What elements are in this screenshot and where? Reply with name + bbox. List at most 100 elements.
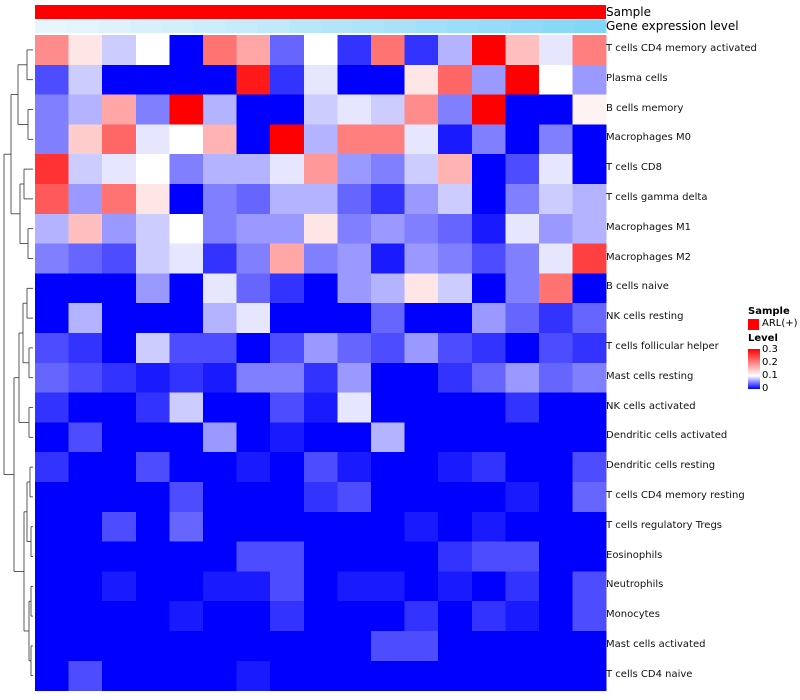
heatmap-cell [539, 571, 573, 602]
heatmap-cell [135, 64, 170, 95]
heatmap-cell [169, 213, 204, 244]
heatmap-cell [236, 601, 271, 632]
heatmap-cell [337, 184, 372, 215]
heatmap-cell [404, 631, 439, 662]
heatmap-cell [572, 303, 607, 334]
heatmap-cell [505, 482, 540, 513]
heatmap-cell [337, 482, 372, 513]
heatmap-cell [135, 94, 170, 125]
heatmap-cell [572, 571, 607, 602]
heatmap-cell [203, 303, 237, 334]
heatmap-cell [236, 154, 271, 185]
heatmap-cell [270, 213, 305, 244]
heatmap-cell [303, 482, 338, 513]
heatmap-cell [371, 631, 405, 662]
heatmap-cell [371, 154, 405, 185]
heatmap-cell [236, 333, 271, 364]
heatmap-cell [35, 482, 69, 513]
heatmap-cell [337, 64, 372, 95]
heatmap-cell [572, 482, 607, 513]
row-label: B cells memory [606, 102, 684, 114]
heatmap-cell [203, 333, 237, 364]
heatmap-cell [471, 333, 506, 364]
heatmap-cell [539, 243, 573, 274]
heatmap-cell [438, 35, 473, 66]
heatmap-cell [135, 511, 170, 542]
expression-annotation-cell [320, 20, 353, 33]
heatmap-cell [505, 35, 540, 66]
heatmap-cell [169, 511, 204, 542]
heatmap-cell [572, 213, 607, 244]
heatmap-cell [35, 452, 69, 483]
expression-annotation-cell [479, 20, 512, 33]
row-label: B cells naive [606, 281, 669, 293]
heatmap-cell [203, 511, 237, 542]
heatmap-cell [303, 660, 338, 691]
heatmap-cell [404, 571, 439, 602]
expression-annotation-cell [447, 20, 480, 33]
heatmap-cell [404, 482, 439, 513]
heatmap-cell [572, 541, 607, 572]
heatmap-cell [539, 333, 573, 364]
heatmap-cell [135, 571, 170, 602]
heatmap-cell [68, 213, 103, 244]
heatmap-cell [539, 452, 573, 483]
heatmap-cell [572, 452, 607, 483]
heatmap-cell [35, 124, 69, 155]
heatmap-cell [539, 303, 573, 334]
heatmap-cell [169, 660, 204, 691]
heatmap-cell [169, 392, 204, 423]
heatmap-cell [404, 392, 439, 423]
heatmap-cell [203, 64, 237, 95]
heatmap-cell [505, 64, 540, 95]
heatmap-cell [505, 213, 540, 244]
heatmap-cell [135, 362, 170, 393]
heatmap-cell [505, 601, 540, 632]
heatmap-cell [337, 124, 372, 155]
level-colorbar: 0.3 0.2 0.1 0 [748, 345, 800, 394]
heatmap-cell [404, 452, 439, 483]
heatmap-cell [135, 243, 170, 274]
heatmap-cell [371, 243, 405, 274]
heatmap-cell [371, 94, 405, 125]
heatmap-cell [471, 422, 506, 453]
expression-annotation-label: Gene expression level [606, 19, 739, 33]
heatmap-cell [68, 511, 103, 542]
heatmap-cell [102, 482, 137, 513]
heatmap-cell [371, 422, 405, 453]
heatmap-cell [102, 541, 137, 572]
heatmap-cell [203, 482, 237, 513]
heatmap-cell [303, 94, 338, 125]
heatmap-cell [471, 660, 506, 691]
heatmap-cell [303, 333, 338, 364]
expression-annotation-cell [542, 20, 575, 33]
heatmap-cell [270, 94, 305, 125]
heatmap-cell [337, 631, 372, 662]
heatmap-cell [135, 601, 170, 632]
heatmap-cell [505, 392, 540, 423]
heatmap-cell [337, 273, 372, 304]
heatmap-cell [371, 64, 405, 95]
heatmap-cell [404, 213, 439, 244]
heatmap-cell [135, 541, 170, 572]
row-label: T cells CD8 [606, 162, 662, 174]
heatmap-cell [505, 511, 540, 542]
sample-legend-item: ARL(+) [748, 318, 800, 330]
heatmap-cell [404, 303, 439, 334]
heatmap-cell [68, 601, 103, 632]
heatmap-cell [471, 124, 506, 155]
heatmap-cell [236, 273, 271, 304]
heatmap-cell [572, 422, 607, 453]
sample-annotation-bar [35, 5, 607, 19]
heatmap-cell [539, 64, 573, 95]
heatmap-cell [236, 362, 271, 393]
heatmap-cell [35, 631, 69, 662]
heatmap-cell [135, 482, 170, 513]
heatmap-cell [539, 35, 573, 66]
expression-annotation-cell [352, 20, 385, 33]
expression-annotation-cell [35, 20, 68, 33]
row-label: T cells regulatory Tregs [606, 519, 723, 531]
heatmap-cell [270, 422, 305, 453]
heatmap-cell [438, 333, 473, 364]
